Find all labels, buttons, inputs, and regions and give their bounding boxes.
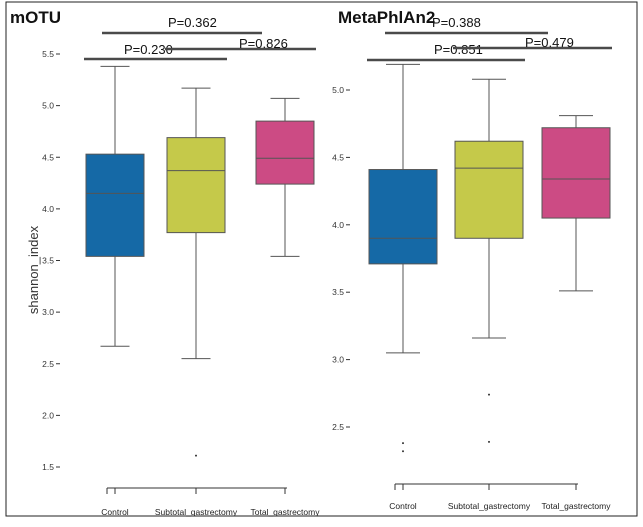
box-iqr	[454, 140, 524, 239]
y-tick-label: 3.5	[332, 287, 344, 297]
outlier-point	[195, 454, 197, 457]
box-iqr	[255, 120, 315, 185]
y-tick-label: 3.5	[42, 256, 54, 266]
y-tick-label: 4.5	[42, 152, 54, 162]
y-tick-label: 2.0	[42, 410, 54, 420]
x-tick-label: Control	[101, 507, 129, 517]
x-tick-label: Total_gastrectomy	[542, 501, 612, 511]
outlier-point	[402, 442, 404, 445]
box-iqr	[85, 153, 145, 257]
outlier-point	[488, 440, 490, 443]
y-tick-label: 3.0	[332, 355, 344, 365]
box-iqr	[541, 127, 611, 219]
figure-border	[5, 1, 638, 517]
y-tick-label: 2.5	[42, 359, 54, 369]
p-value-label: P=0.230	[124, 42, 173, 57]
y-axis-metaphlan2: 2.5 3.0 3.5 4.0 4.5 5.0	[332, 85, 350, 432]
outlier-point	[488, 393, 490, 396]
y-axis-motu: 1.5 2.0 2.5 3.0 3.5 4.0 4.5 5.0 5.5	[42, 49, 60, 472]
p-value-label: P=0.851	[434, 42, 483, 57]
y-tick-label: 3.0	[42, 307, 54, 317]
boxes-motu	[85, 65, 315, 457]
x-tick-label: Total_gastrectomy	[251, 507, 321, 517]
x-tick-label: Subtotal_gastrectomy	[448, 501, 531, 511]
y-tick-label: 4.0	[332, 220, 344, 230]
y-tick-label: 4.5	[332, 152, 344, 162]
y-tick-label: 5.0	[42, 101, 54, 111]
panel-motu: mOTU shannon_index 1.5 2.0 2.5 3.0 3.5 4.0 4.5…	[10, 8, 320, 517]
comparisons-motu: P=0.362 P=0.230 P=0.826	[84, 15, 316, 61]
panel-title-motu: mOTU	[10, 8, 61, 27]
box-total_gastrectomy	[255, 97, 315, 257]
x-axis-motu: Control Subtotal_gastrectomy Total_gastrec…	[101, 487, 321, 517]
p-value-label: P=0.479	[525, 35, 574, 50]
y-tick-label: 1.5	[42, 462, 54, 472]
box-iqr	[368, 169, 438, 265]
outlier-point	[402, 450, 404, 453]
y-tick-label: 5.0	[332, 85, 344, 95]
box-subtotal_gastrectomy	[454, 78, 524, 443]
box-total_gastrectomy	[541, 115, 611, 292]
comparisons-metaphlan2: P=0.388 P=0.851 P=0.479	[367, 15, 612, 62]
p-value-label: P=0.388	[432, 15, 481, 30]
box-control	[85, 65, 145, 347]
y-tick-label: 4.0	[42, 204, 54, 214]
y-tick-label: 5.5	[42, 49, 54, 59]
x-tick-label: Control	[389, 501, 417, 511]
box-control	[368, 63, 438, 453]
boxes-metaphlan2	[368, 63, 611, 453]
panel-metaphlan2: MetaPhlAn2 2.5 3.0 3.5 4.0 4.5 5.0 Control Sub…	[332, 8, 612, 511]
box-iqr	[166, 137, 226, 234]
x-axis-metaphlan2: Control Subtotal_gastrectomy Total_gastrec…	[389, 483, 612, 511]
p-value-label: P=0.826	[239, 36, 288, 51]
panel-title-metaphlan2: MetaPhlAn2	[338, 8, 435, 27]
y-tick-label: 2.5	[332, 422, 344, 432]
p-value-label: P=0.362	[168, 15, 217, 30]
box-subtotal_gastrectomy	[166, 87, 226, 457]
y-axis-label: shannon_index	[26, 225, 41, 314]
x-tick-label: Subtotal_gastrectomy	[155, 507, 238, 517]
